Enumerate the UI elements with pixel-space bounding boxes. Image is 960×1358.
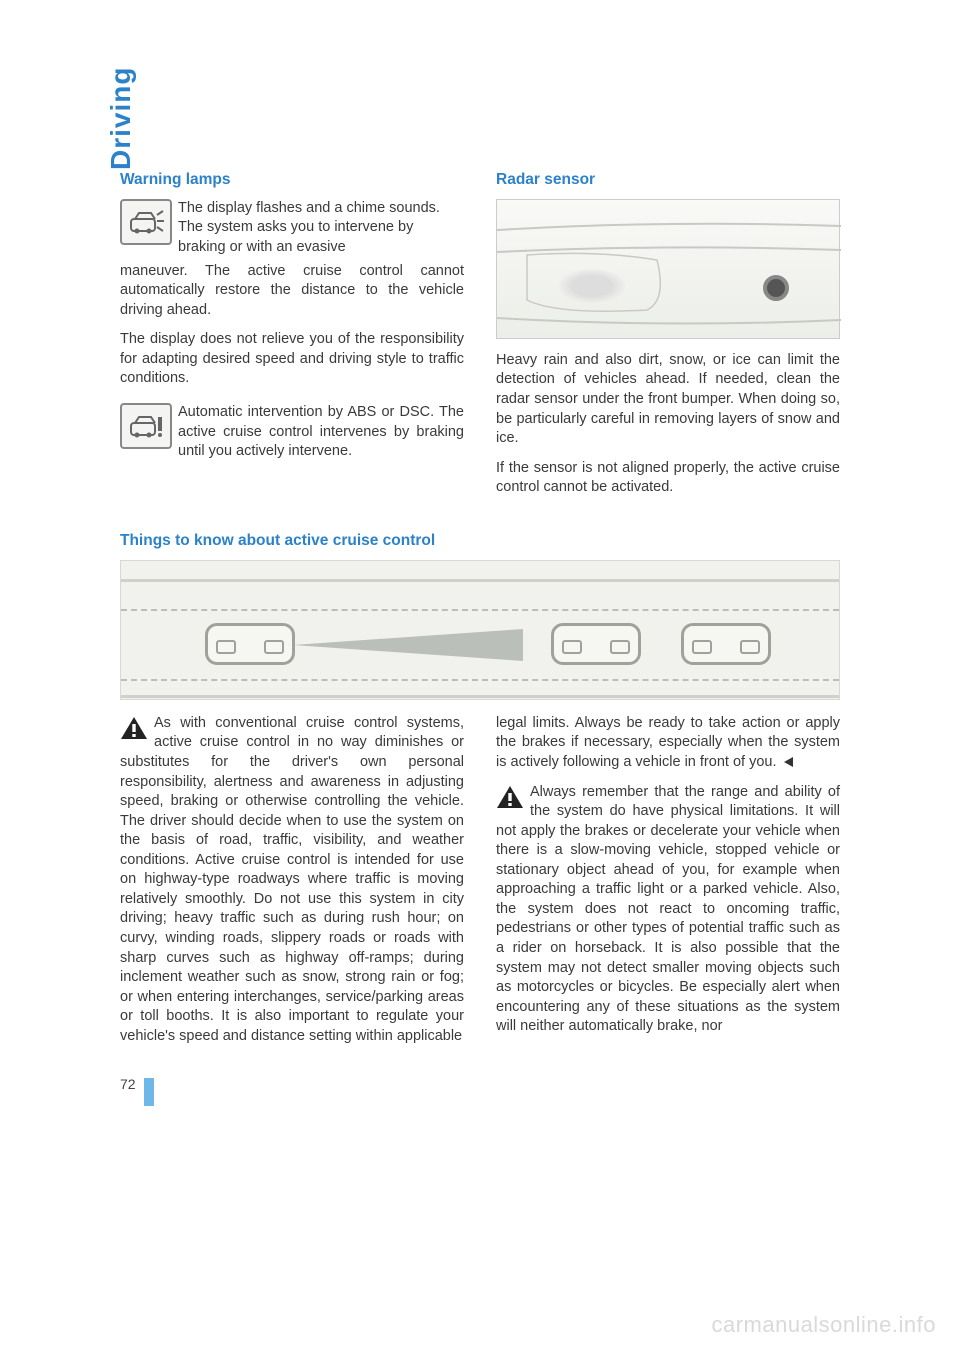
page-content: Warning lamps The display flashes and a …	[120, 170, 840, 1046]
bottom-left-text: As with conventional cruise control syst…	[120, 715, 464, 1044]
warning1-line2: The system asks you to intervene by brak…	[178, 219, 413, 255]
road-edge-bottom	[121, 695, 839, 698]
bottom-right-bottom: Always remember that the range and abili…	[496, 784, 840, 1035]
warning1-continuation: maneuver. The active cruise control cann…	[120, 262, 464, 321]
bottom-right-bottom-wrap: Always remember that the range and abili…	[496, 783, 840, 1037]
diagram-car-3	[681, 623, 771, 665]
left-column: Warning lamps The display flashes and a …	[120, 170, 464, 508]
warning1-text-wrap: The display flashes and a chime sounds. …	[178, 199, 464, 258]
caution-triangle-icon	[120, 716, 148, 740]
radar-p1: Heavy rain and also dirt, snow, or ice c…	[496, 351, 840, 449]
heading-warning-lamps: Warning lamps	[120, 170, 464, 191]
right-column: Radar sensor Heavy rain and also dirt, s…	[496, 170, 840, 508]
bumper-lines	[497, 200, 841, 340]
warning-block-1: The display flashes and a chime sounds. …	[120, 199, 464, 258]
lane-line-1	[121, 609, 839, 611]
page-number-block: 72	[120, 1076, 154, 1106]
warning-block-2: Automatic intervention by ABS or DSC. Th…	[120, 403, 464, 462]
two-column-bottom: As with conventional cruise control syst…	[120, 714, 840, 1047]
two-column-top: Warning lamps The display flashes and a …	[120, 170, 840, 508]
road-cruise-diagram	[120, 560, 840, 700]
bottom-right-col: legal limits. Always be ready to take ac…	[496, 714, 840, 1047]
end-marker-triangle-icon	[783, 756, 795, 768]
radar-p2: If the sensor is not aligned properly, t…	[496, 459, 840, 498]
heading-radar-sensor: Radar sensor	[496, 170, 840, 191]
radar-sensor-illustration	[496, 199, 840, 339]
diagram-car-1	[205, 623, 295, 665]
section-side-label: Driving	[105, 67, 137, 170]
full-width-section: Things to know about active cruise contr…	[120, 532, 840, 1047]
lane-line-2	[121, 679, 839, 681]
bottom-right-top-wrap: legal limits. Always be ready to take ac…	[496, 714, 840, 773]
warning1-note: The display does not relieve you of the …	[120, 330, 464, 389]
diagram-car-2	[551, 623, 641, 665]
radar-cone-shape	[293, 629, 523, 661]
page-marker-bar	[144, 1078, 154, 1106]
warning2-text: Automatic intervention by ABS or DSC. Th…	[178, 403, 464, 462]
warning1-line1: The display flashes and a chime sounds.	[178, 200, 440, 216]
road-edge-top	[121, 579, 839, 582]
caution-triangle-icon	[496, 785, 524, 809]
car-warning-flash-icon	[120, 199, 172, 245]
heading-things-to-know: Things to know about active cruise contr…	[120, 532, 840, 550]
watermark-text: carmanualsonline.info	[711, 1312, 936, 1338]
page-number: 72	[120, 1076, 136, 1092]
bottom-left-col: As with conventional cruise control syst…	[120, 714, 464, 1047]
car-abs-dsc-icon	[120, 403, 172, 449]
